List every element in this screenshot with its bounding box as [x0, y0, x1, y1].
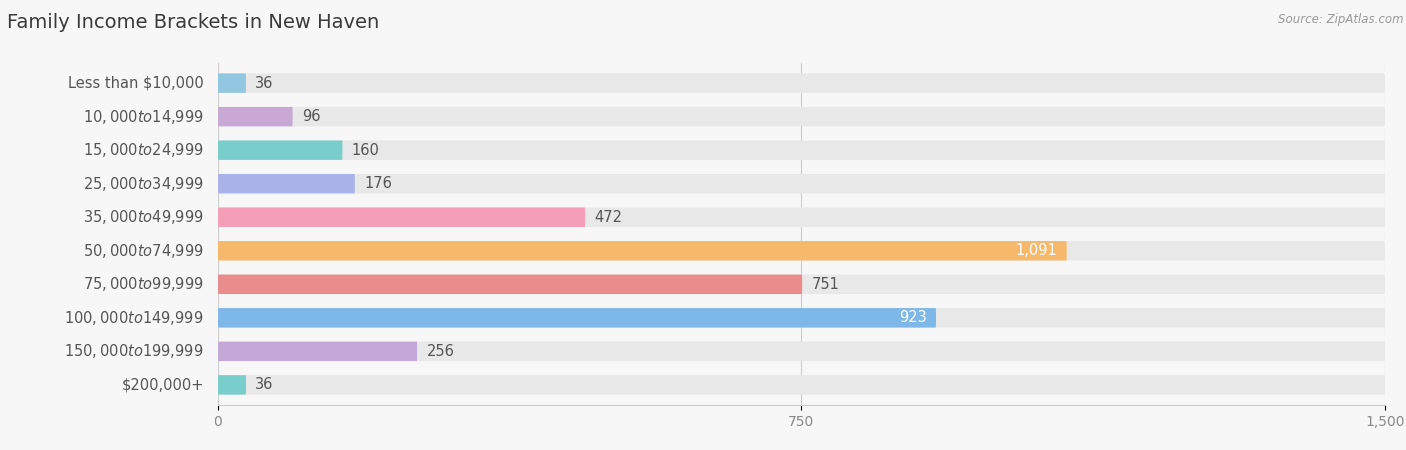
FancyBboxPatch shape [218, 174, 354, 194]
FancyBboxPatch shape [218, 207, 585, 227]
FancyBboxPatch shape [218, 73, 1385, 93]
FancyBboxPatch shape [218, 140, 1385, 160]
FancyBboxPatch shape [218, 207, 1385, 227]
FancyBboxPatch shape [218, 308, 936, 328]
Text: Family Income Brackets in New Haven: Family Income Brackets in New Haven [7, 14, 380, 32]
Text: Less than $10,000: Less than $10,000 [67, 76, 204, 90]
Text: 36: 36 [256, 76, 274, 90]
FancyBboxPatch shape [218, 274, 803, 294]
FancyBboxPatch shape [218, 308, 1385, 328]
FancyBboxPatch shape [218, 342, 1385, 361]
FancyBboxPatch shape [218, 241, 1385, 261]
Text: $150,000 to $199,999: $150,000 to $199,999 [65, 342, 204, 360]
FancyBboxPatch shape [218, 342, 418, 361]
FancyBboxPatch shape [218, 174, 1385, 194]
Text: $25,000 to $34,999: $25,000 to $34,999 [83, 175, 204, 193]
FancyBboxPatch shape [218, 375, 1385, 395]
FancyBboxPatch shape [218, 73, 246, 93]
Text: $10,000 to $14,999: $10,000 to $14,999 [83, 108, 204, 126]
Text: 923: 923 [898, 310, 927, 325]
FancyBboxPatch shape [218, 107, 292, 126]
Text: 472: 472 [595, 210, 623, 225]
Text: 1,091: 1,091 [1015, 243, 1057, 258]
Text: $15,000 to $24,999: $15,000 to $24,999 [83, 141, 204, 159]
Text: $200,000+: $200,000+ [121, 378, 204, 392]
Text: $35,000 to $49,999: $35,000 to $49,999 [83, 208, 204, 226]
Text: 256: 256 [426, 344, 454, 359]
FancyBboxPatch shape [218, 140, 343, 160]
FancyBboxPatch shape [218, 274, 1385, 294]
Text: 36: 36 [256, 378, 274, 392]
FancyBboxPatch shape [218, 241, 1067, 261]
FancyBboxPatch shape [218, 375, 246, 395]
FancyBboxPatch shape [218, 107, 1385, 126]
Text: 160: 160 [352, 143, 380, 158]
Text: 176: 176 [364, 176, 392, 191]
Text: Source: ZipAtlas.com: Source: ZipAtlas.com [1278, 14, 1403, 27]
Text: $100,000 to $149,999: $100,000 to $149,999 [65, 309, 204, 327]
Text: 751: 751 [811, 277, 839, 292]
Text: 96: 96 [302, 109, 321, 124]
Text: $50,000 to $74,999: $50,000 to $74,999 [83, 242, 204, 260]
Text: $75,000 to $99,999: $75,000 to $99,999 [83, 275, 204, 293]
